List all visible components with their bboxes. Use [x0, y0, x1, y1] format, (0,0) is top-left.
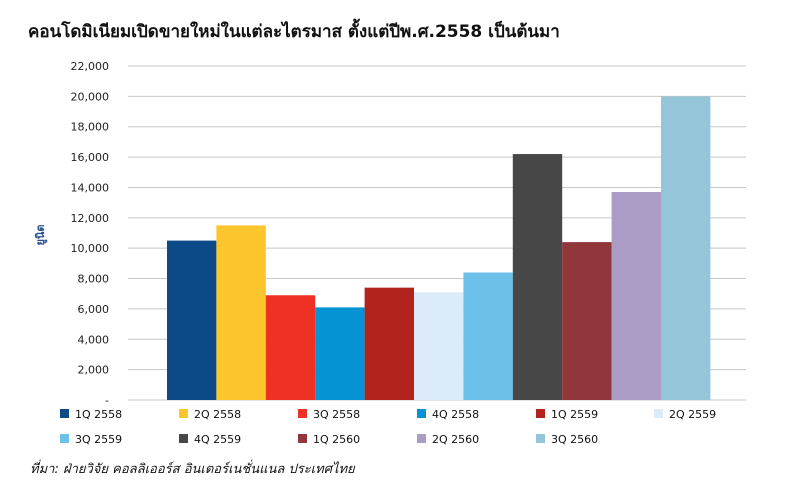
legend-swatch	[179, 434, 188, 443]
legend-item: 3Q 2559	[60, 433, 122, 446]
legend-label: 2Q 2560	[432, 433, 479, 446]
y-tick-label: 22,000	[71, 60, 110, 73]
legend: 1Q 2558 2Q 2558 3Q 2558 4Q 2558 1Q 2559 2Q 25…	[60, 408, 716, 446]
legend-label: 3Q 2560	[551, 433, 598, 446]
legend-swatch	[417, 434, 426, 443]
y-tick-label: 18,000	[71, 121, 110, 134]
legend-item: 3Q 2560	[536, 433, 598, 446]
bar	[167, 240, 217, 400]
legend-label: 2Q 2559	[669, 408, 716, 421]
bar	[364, 287, 414, 400]
legend-swatch	[60, 409, 69, 418]
y-tick-label: 14,000	[71, 181, 110, 194]
legend-swatch	[417, 409, 426, 418]
legend-label: 1Q 2560	[313, 433, 360, 446]
legend-item: 2Q 2559	[654, 408, 716, 421]
legend-item: 1Q 2559	[536, 408, 598, 421]
y-tick-labels: - 2,000 4,000 6,000 8,000 10,000 12,000 14,000 1…	[71, 60, 110, 407]
bars	[167, 96, 711, 400]
bar	[611, 192, 661, 400]
legend-item: 3Q 2558	[298, 408, 360, 421]
bar	[512, 154, 563, 400]
legend-item: 4Q 2558	[417, 408, 479, 421]
y-tick-label: 20,000	[71, 90, 110, 103]
chart-title: คอนโดมิเนียมเปิดขายใหม่ในแต่ละไตรมาส ตั้…	[28, 22, 560, 42]
legend-label: 1Q 2558	[75, 408, 122, 421]
legend-label: 3Q 2559	[75, 433, 122, 446]
legend-swatch	[536, 409, 545, 418]
source-note: ที่มา: ฝ่ายวิจัย คอลลิเออร์ส อินเตอร์เนช…	[30, 462, 355, 477]
legend-label: 3Q 2558	[313, 408, 360, 421]
legend-swatch	[60, 434, 69, 443]
bar	[265, 295, 316, 400]
y-tick-label: -	[105, 394, 109, 407]
bar	[315, 307, 365, 400]
legend-label: 1Q 2559	[551, 408, 598, 421]
y-tick-label: 6,000	[78, 303, 110, 316]
y-tick-label: 4,000	[78, 333, 110, 346]
legend-item: 1Q 2560	[298, 433, 360, 446]
legend-label: 4Q 2558	[432, 408, 479, 421]
y-tick-label: 2,000	[78, 364, 110, 377]
y-tick-label: 10,000	[71, 242, 110, 255]
bar	[463, 272, 513, 400]
legend-swatch	[654, 409, 663, 418]
legend-label: 2Q 2558	[194, 408, 241, 421]
y-tick-label: 12,000	[71, 212, 110, 225]
legend-swatch	[536, 434, 545, 443]
legend-item: 2Q 2558	[179, 408, 241, 421]
legend-label: 4Q 2559	[194, 433, 241, 446]
y-tick-label: 8,000	[78, 273, 110, 286]
legend-item: 2Q 2560	[417, 433, 479, 446]
legend-item: 1Q 2558	[60, 408, 122, 421]
legend-item: 4Q 2559	[179, 433, 241, 446]
y-tick-label: 16,000	[71, 151, 110, 164]
legend-swatch	[179, 409, 188, 418]
bar	[562, 242, 612, 400]
bar	[661, 96, 711, 400]
bar	[216, 225, 266, 400]
y-axis-label: ยูนิต	[34, 224, 48, 245]
legend-swatch	[298, 434, 307, 443]
legend-swatch	[298, 409, 307, 418]
bar	[414, 292, 464, 400]
